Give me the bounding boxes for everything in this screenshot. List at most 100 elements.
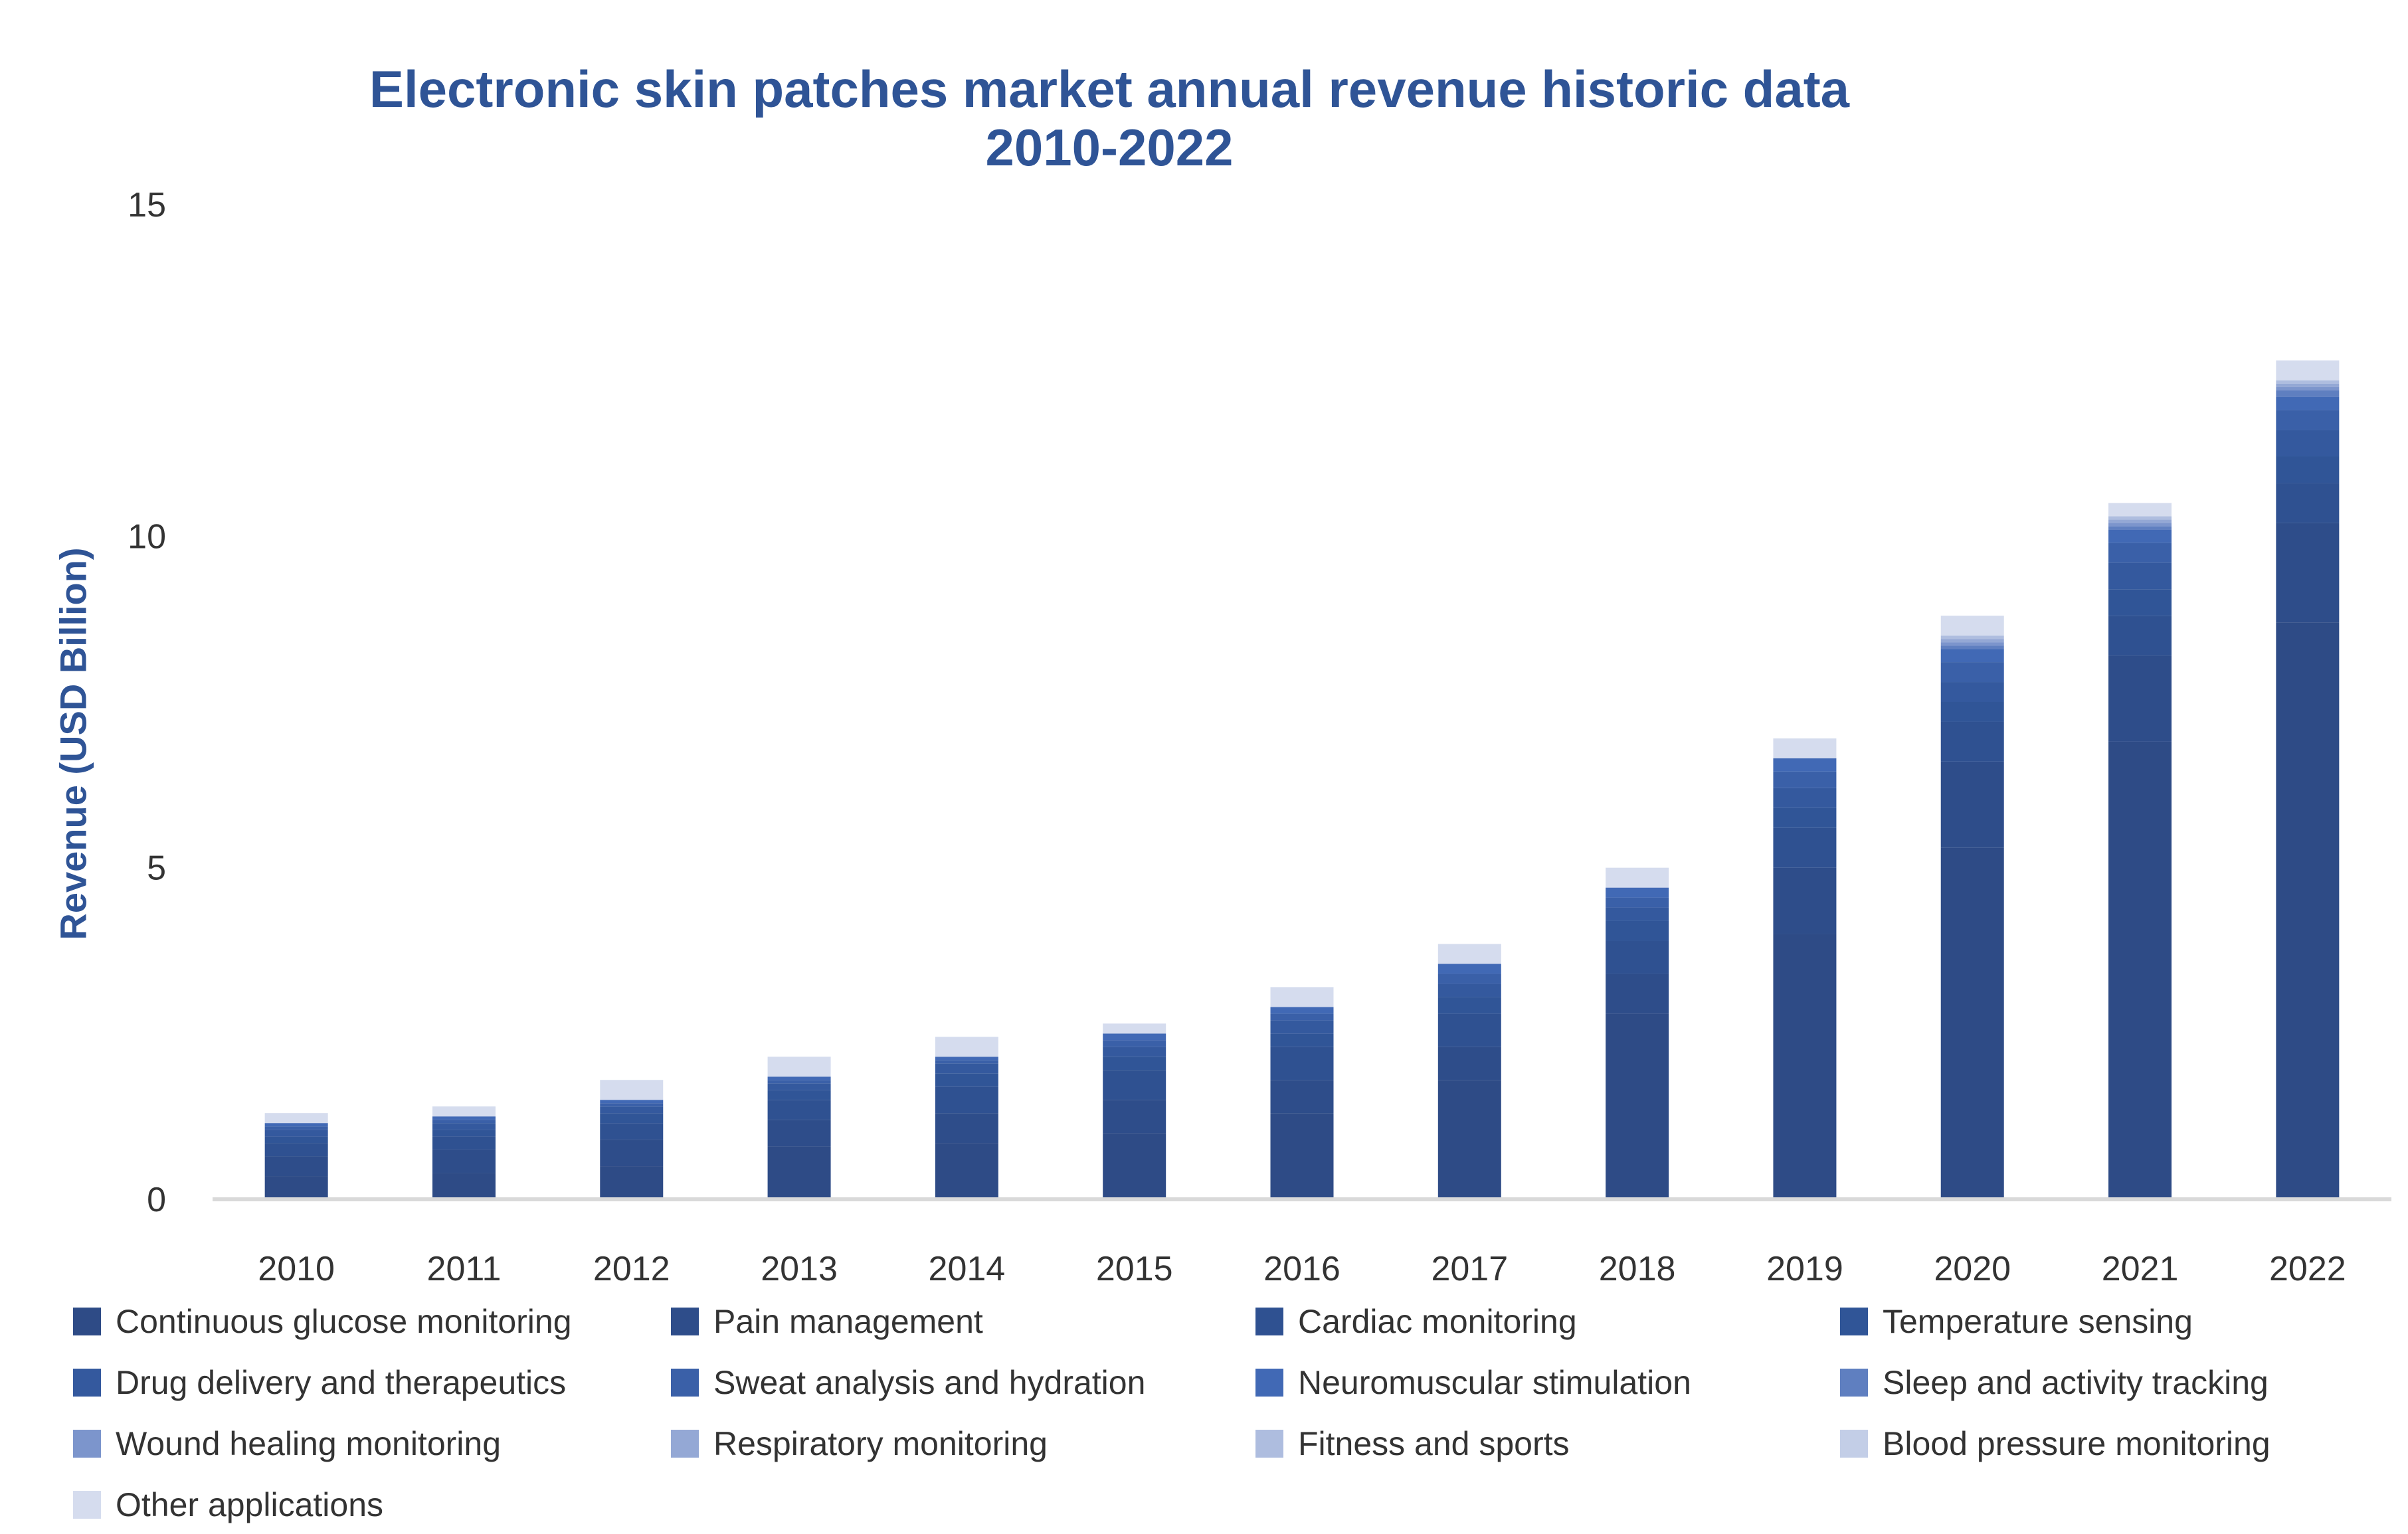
legend-swatch: [1840, 1430, 1868, 1458]
legend-item: Blood pressure monitoring: [1840, 1424, 2270, 1464]
bar-segment: [432, 1130, 496, 1137]
bar-segment: [2276, 523, 2340, 623]
bar-segment: [600, 1103, 664, 1107]
x-tick-label: 2011: [427, 1250, 502, 1288]
bar-segment: [1606, 897, 1669, 908]
bar-segment: [935, 1143, 998, 1199]
bar-segment: [1270, 1013, 1334, 1021]
bar-segment: [1437, 964, 1501, 974]
bar-segment: [1940, 761, 2004, 848]
bar-segment: [1437, 1080, 1501, 1199]
bar-segment: [1606, 974, 1669, 1014]
legend-swatch: [73, 1369, 101, 1397]
y-tick-label: 15: [128, 186, 166, 224]
bar-segment: [264, 1176, 328, 1199]
legend-label: Fitness and sports: [1298, 1425, 1570, 1462]
legend-label: Sleep and activity tracking: [1883, 1364, 2269, 1401]
bar-segment: [264, 1113, 328, 1124]
bar-segment: [2276, 360, 2340, 381]
legend-item: Sweat analysis and hydration: [671, 1363, 1145, 1403]
bar-segment: [935, 1060, 998, 1064]
bar-segment: [1606, 1013, 1669, 1199]
bar-segment: [1270, 987, 1334, 1007]
bar-segment: [1940, 682, 2004, 702]
bar-segment: [432, 1173, 496, 1199]
bar-segment: [2108, 523, 2172, 527]
bar-segment: [1437, 974, 1501, 984]
y-tick-label: 0: [147, 1181, 166, 1219]
bar-segment: [1437, 1013, 1501, 1047]
bar-segment: [1437, 997, 1501, 1014]
chart-title: Electronic skin patches market annual re…: [0, 60, 2219, 177]
bar-segment: [432, 1116, 496, 1120]
bar-segment: [2276, 622, 2340, 1199]
legend-label: Sweat analysis and hydration: [713, 1364, 1146, 1401]
x-tick-label: 2012: [593, 1250, 670, 1288]
legend-swatch: [671, 1369, 699, 1397]
legend-item: Wound healing monitoring: [73, 1424, 501, 1464]
legend-swatch: [1255, 1369, 1283, 1397]
bar-segment: [432, 1136, 496, 1150]
chart-title-text: Electronic skin patches market annual re…: [369, 60, 1850, 118]
bar-segment: [1103, 1040, 1166, 1047]
legend-swatch: [1840, 1369, 1868, 1397]
bar-segment: [264, 1143, 328, 1157]
bar-segment: [935, 1057, 998, 1061]
bar-segment: [935, 1037, 998, 1057]
bar-segment: [1940, 642, 2004, 646]
legend-swatch: [73, 1491, 101, 1519]
legend-item: Pain management: [671, 1302, 983, 1341]
bar-segment: [2276, 383, 2340, 387]
bar-segment: [2276, 380, 2340, 384]
legend-item: Drug delivery and therapeutics: [73, 1363, 566, 1403]
bar-segment: [2108, 589, 2172, 616]
bar-segment: [1773, 771, 1837, 788]
bar-segment: [1270, 1007, 1334, 1014]
x-tick-label: 2018: [1599, 1250, 1676, 1288]
bar-segment: [1940, 721, 2004, 762]
x-tick-label: 2020: [1934, 1250, 2011, 1288]
bar-segment: [1773, 738, 1837, 758]
bar-segment: [1773, 808, 1837, 828]
bar-segment: [1103, 1070, 1166, 1100]
bar-segment: [1606, 887, 1669, 898]
bar-segment: [1270, 1113, 1334, 1199]
bar-segment: [2276, 390, 2340, 397]
bar-segment: [600, 1106, 664, 1114]
bar-segment: [2276, 410, 2340, 430]
bar-segment: [1940, 649, 2004, 663]
bar-segment: [600, 1113, 664, 1124]
legend-item: Fitness and sports: [1255, 1424, 1570, 1464]
x-tick-label: 2010: [258, 1250, 335, 1288]
bar-segment: [600, 1140, 664, 1167]
bar-segment: [2108, 526, 2172, 530]
bar-segment: [264, 1123, 328, 1127]
bar-segment: [2108, 616, 2172, 656]
bar-segment: [935, 1073, 998, 1087]
bar-segment: [2276, 430, 2340, 457]
bar-segment: [2108, 543, 2172, 563]
legend-swatch: [73, 1430, 101, 1458]
legend-item: Respiratory monitoring: [671, 1424, 1048, 1464]
bar-segment: [1437, 944, 1501, 964]
y-axis-ticks: 0 5 10 15: [128, 186, 166, 1219]
bar-segment: [2108, 519, 2172, 523]
legend-label: Pain management: [713, 1303, 983, 1340]
bar-segment: [1940, 662, 2004, 683]
bar-segment: [767, 1100, 831, 1120]
bar-segment: [2108, 562, 2172, 590]
bar-segment: [264, 1156, 328, 1177]
bar-segment: [600, 1100, 664, 1104]
bar-segment: [767, 1146, 831, 1199]
bar-segment: [1270, 1080, 1334, 1114]
bar-segment: [2276, 456, 2340, 483]
legend-item: Cardiac monitoring: [1255, 1302, 1577, 1341]
bar-segment: [1103, 1023, 1166, 1034]
x-tick-label: 2022: [2269, 1250, 2346, 1288]
x-tick-label: 2014: [929, 1250, 1006, 1288]
bar-segment: [264, 1126, 328, 1130]
legend-swatch: [73, 1308, 101, 1335]
bar-segment: [1270, 1033, 1334, 1047]
x-tick-label: 2013: [761, 1250, 838, 1288]
bar-segment: [767, 1057, 831, 1077]
